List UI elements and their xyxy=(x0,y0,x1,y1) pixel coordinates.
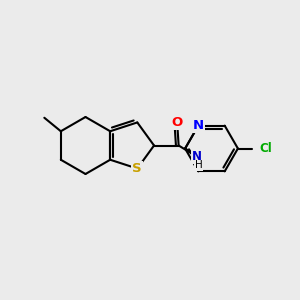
Text: N: N xyxy=(193,119,204,132)
Text: Cl: Cl xyxy=(259,142,272,155)
Text: S: S xyxy=(133,162,142,175)
Text: N: N xyxy=(192,150,202,164)
Text: H: H xyxy=(195,160,202,170)
Text: O: O xyxy=(172,116,183,129)
